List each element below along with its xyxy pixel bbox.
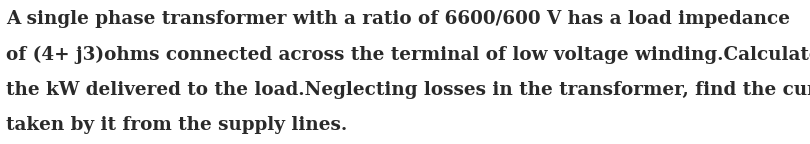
Text: taken by it from the supply lines.: taken by it from the supply lines.	[6, 116, 347, 134]
Text: the kW delivered to the load.Neglecting losses in the transformer, find the curr: the kW delivered to the load.Neglecting …	[6, 81, 810, 99]
Text: of (4+ j3)ohms connected across the terminal of low voltage winding.Calculate: of (4+ j3)ohms connected across the term…	[6, 45, 810, 64]
Text: A single phase transformer with a ratio of 6600/600 V has a load impedance: A single phase transformer with a ratio …	[6, 10, 791, 28]
